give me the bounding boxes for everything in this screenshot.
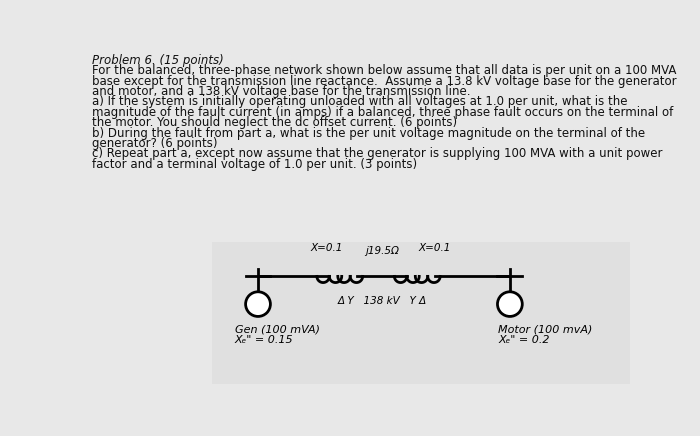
Text: the motor. You should neglect the dc offset current. (6 points): the motor. You should neglect the dc off…	[92, 116, 457, 129]
Text: Δ Y   138 kV   Y Δ: Δ Y 138 kV Y Δ	[337, 296, 426, 307]
Text: Xₑ" = 0.2: Xₑ" = 0.2	[498, 335, 550, 345]
Text: Xₑ" = 0.15: Xₑ" = 0.15	[234, 335, 293, 345]
Text: factor and a terminal voltage of 1.0 per unit. (3 points): factor and a terminal voltage of 1.0 per…	[92, 158, 417, 171]
Circle shape	[246, 292, 270, 317]
Text: j19.5Ω: j19.5Ω	[365, 246, 399, 256]
Text: For the balanced, three-phase network shown below assume that all data is per un: For the balanced, three-phase network sh…	[92, 64, 676, 77]
Text: Problem 6. (15 points): Problem 6. (15 points)	[92, 54, 224, 67]
Text: X=0.1: X=0.1	[419, 243, 451, 253]
Text: magnitude of the fault current (in amps) if a balanced, three phase fault occurs: magnitude of the fault current (in amps)…	[92, 106, 673, 119]
Text: X=0.1: X=0.1	[310, 243, 342, 253]
Circle shape	[498, 292, 522, 317]
Text: b) During the fault from part a, what is the per unit voltage magnitude on the t: b) During the fault from part a, what is…	[92, 126, 645, 140]
Text: c) Repeat part a, except now assume that the generator is supplying 100 MVA with: c) Repeat part a, except now assume that…	[92, 147, 663, 160]
Text: generator? (6 points): generator? (6 points)	[92, 137, 218, 150]
Text: and motor, and a 138 kV voltage base for the transmission line.: and motor, and a 138 kV voltage base for…	[92, 85, 470, 98]
Text: Gen (100 mVA): Gen (100 mVA)	[234, 324, 320, 334]
Text: base except for the transmission line reactance.  Assume a 13.8 kV voltage base : base except for the transmission line re…	[92, 75, 677, 88]
FancyBboxPatch shape	[211, 242, 630, 384]
Text: a) If the system is initially operating unloaded with all voltages at 1.0 per un: a) If the system is initially operating …	[92, 95, 628, 109]
Text: Motor (100 mvA): Motor (100 mvA)	[498, 324, 593, 334]
